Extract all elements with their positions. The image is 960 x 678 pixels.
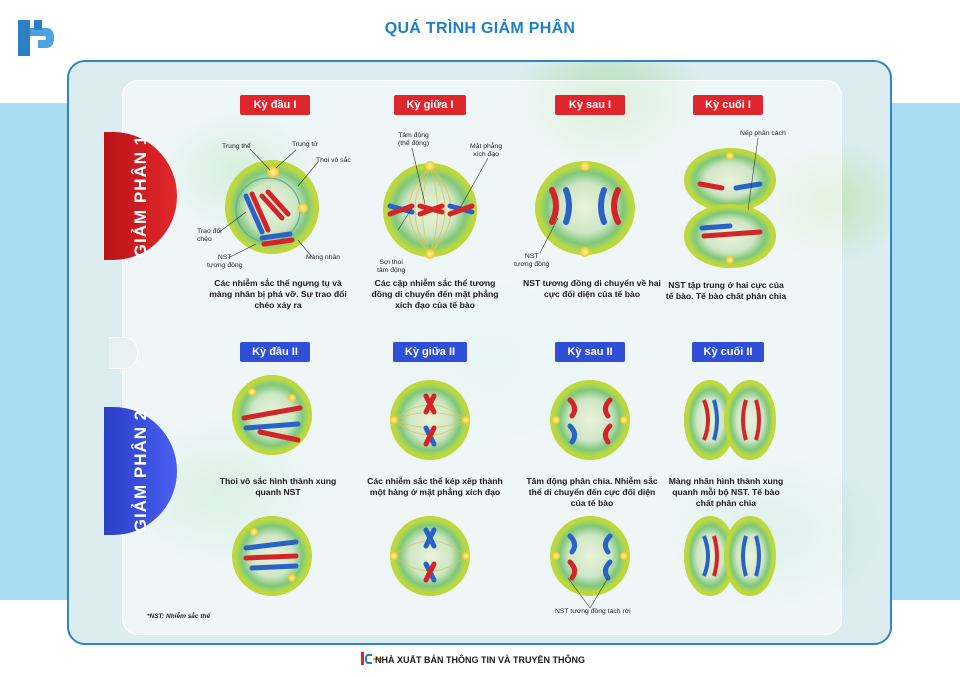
footnote: *NST: Nhiễm sắc thể	[147, 613, 211, 620]
phase-telophase-1: Kỳ cuối I	[653, 95, 803, 115]
left-side-band	[0, 103, 70, 600]
desc-metaphase-1: Các cặp nhiễm sắc thể tương đồng di chuy…	[371, 278, 499, 310]
label-centriole: Trung tử	[292, 141, 318, 148]
ic-publisher-logo-icon	[361, 652, 382, 665]
label-centromere: Tâm động (thể động)	[398, 132, 429, 147]
cell-prophase-1	[225, 160, 319, 254]
right-side-band	[890, 103, 960, 600]
cell-telophase-2-bottom	[684, 516, 776, 596]
phase-anaphase-1: Kỳ sau I	[515, 95, 665, 115]
cell-metaphase-1	[383, 161, 477, 259]
phase-prophase-2: Kỳ đầu II	[200, 342, 350, 362]
leader-lines	[217, 137, 759, 609]
desc-anaphase-2: Tâm động phân chia. Nhiễm sắc thể di chu…	[526, 476, 658, 508]
desc-prophase-1: Các nhiễm sắc thể ngưng tụ và màng nhân …	[209, 278, 347, 310]
phase-label: Kỳ cuối I	[693, 95, 763, 115]
phase-metaphase-1: Kỳ giữa I	[355, 95, 505, 115]
cell-telophase-2-top	[684, 380, 776, 460]
phase-label: Kỳ đầu II	[240, 342, 310, 362]
panel-notch	[109, 337, 138, 369]
publisher-name: NHÀ XUẤT BẢN THÔNG TIN VÀ TRUYỀN THÔNG	[375, 655, 585, 665]
phase-prophase-1: Kỳ đầu I	[200, 95, 350, 115]
phase-label: Kỳ giữa II	[392, 342, 468, 362]
label-homologous-chromosomes: NST tương đồng	[207, 254, 243, 269]
label-crossing-over: Trao đổi chéo	[197, 228, 222, 243]
cell-metaphase-2-bottom	[390, 516, 470, 596]
phase-label: Kỳ sau I	[555, 95, 625, 115]
cell-anaphase-2-bottom	[550, 516, 630, 596]
cell-prophase-2-top	[232, 375, 312, 455]
label-equatorial-plane: Mặt phẳng xích đạo	[470, 143, 503, 158]
cell-anaphase-2-top	[550, 380, 630, 460]
phase-anaphase-2: Kỳ sau II	[515, 342, 665, 362]
phase-label: Kỳ đầu I	[240, 95, 310, 115]
cell-anaphase-1	[535, 161, 635, 257]
phase-metaphase-2: Kỳ giữa II	[355, 342, 505, 362]
desc-telophase-2: Màng nhân hình thành xung quanh mỗi bộ N…	[668, 476, 784, 508]
label-spindle: Thoi vô sắc	[316, 157, 351, 164]
cell-telophase-1	[684, 148, 776, 268]
phase-telophase-2: Kỳ cuối II	[653, 342, 803, 362]
label-centrosome: Trung thể	[222, 143, 251, 150]
cell-metaphase-2-top	[390, 380, 470, 460]
cell-prophase-2-bottom	[232, 516, 312, 596]
desc-telophase-1: NST tập trung ở hai cực của tế bào. Tế b…	[665, 280, 787, 301]
desc-prophase-2: Thoi vô sắc hình thành xung quanh NST	[219, 476, 337, 497]
desc-metaphase-2: Các nhiễm sắc thể kép xếp thành một hàng…	[367, 476, 503, 497]
desc-anaphase-1: NST tương đồng di chuyển về hai cực đối …	[523, 278, 661, 299]
phase-label: Kỳ giữa I	[394, 95, 466, 115]
label-kinetochore-fiber: Sợi thoi tâm động	[377, 259, 406, 274]
label-homologous-chromosomes-2: NST tương đồng	[514, 253, 550, 268]
phase-label: Kỳ sau II	[555, 342, 625, 362]
page-title: QUÁ TRÌNH GIẢM PHÂN	[384, 20, 576, 37]
publisher-logo-icon	[18, 20, 54, 56]
label-cleavage-furrow: Nếp phân cách	[740, 130, 786, 137]
phase-label: Kỳ cuối II	[691, 342, 765, 362]
label-homologs-separate: NST tương đồng tách rời	[555, 608, 631, 615]
label-nuclear-membrane: Màng nhân	[306, 254, 341, 261]
